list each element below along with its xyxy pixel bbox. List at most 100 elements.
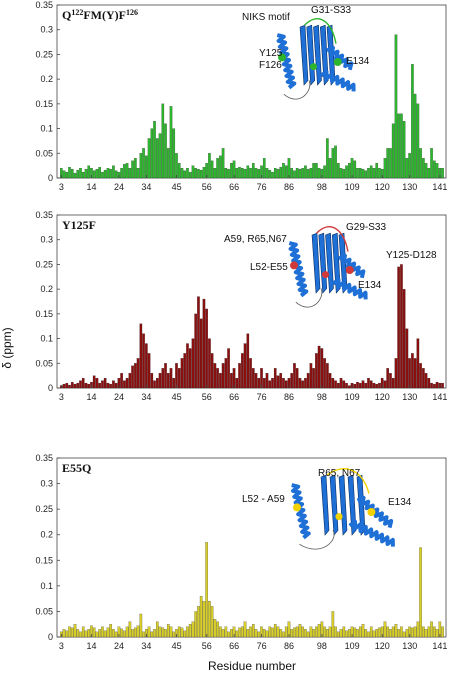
bar [271, 378, 274, 389]
y-tick-label: 0.35 [35, 210, 53, 220]
x-tick-label: 76 [257, 641, 267, 651]
bar [413, 93, 417, 179]
bar [262, 629, 266, 638]
x-axis-label: Residue number [208, 659, 296, 673]
plot-frame [56, 457, 447, 638]
bar [323, 626, 326, 638]
bar [87, 383, 91, 389]
bar [183, 353, 187, 389]
bar [422, 626, 425, 638]
bar [290, 629, 293, 638]
x-tick-label: 86 [284, 641, 294, 651]
bar [106, 382, 110, 389]
bar [356, 629, 359, 638]
y-tick-label: 0.05 [35, 606, 53, 616]
bar [254, 373, 258, 389]
bar [411, 353, 414, 389]
x-tick-label: 24 [114, 641, 124, 651]
bar [284, 380, 288, 389]
bar [386, 148, 389, 179]
bar [416, 103, 420, 179]
highlighted-region [367, 508, 376, 516]
y-tick-label: 0.3 [40, 235, 53, 245]
bar [334, 145, 337, 179]
bar [273, 368, 277, 389]
bar [186, 168, 189, 179]
bar [378, 168, 381, 179]
bar [375, 163, 379, 179]
bar [235, 168, 239, 179]
bar [98, 629, 101, 638]
bar [158, 133, 162, 179]
bar [103, 169, 107, 179]
bar [364, 382, 368, 389]
bar [337, 382, 340, 389]
highlighted-region [290, 261, 298, 270]
bar [320, 348, 324, 389]
bar [254, 168, 258, 179]
bar [227, 169, 230, 179]
bar [68, 167, 71, 179]
y-tick-label: 0.05 [35, 358, 53, 368]
bar [180, 358, 184, 389]
highlighted-region [293, 503, 301, 512]
bar [353, 627, 357, 638]
bar [208, 601, 211, 638]
bar [161, 627, 165, 638]
alpha-helix [319, 69, 356, 92]
bar [81, 626, 85, 638]
bar [290, 168, 293, 179]
y-tick-label: 0.3 [40, 479, 53, 489]
structure-annotation: E134 [358, 280, 382, 291]
bar [369, 165, 373, 179]
bar [372, 630, 376, 638]
bar [224, 168, 228, 179]
bar [348, 163, 351, 179]
x-tick-label: 86 [284, 182, 294, 192]
bar [271, 171, 274, 179]
bar [295, 626, 299, 638]
bar [397, 113, 400, 179]
bar [172, 378, 176, 389]
x-tick-label: 120 [375, 392, 390, 402]
bar [73, 383, 77, 389]
bar [331, 148, 335, 179]
bar [243, 169, 247, 179]
bar [166, 624, 170, 638]
bar [79, 168, 82, 179]
bar [276, 375, 280, 389]
bar [246, 165, 250, 179]
alpha-helix [288, 241, 309, 298]
bar [109, 169, 112, 179]
bar [139, 613, 143, 638]
bar [265, 630, 269, 638]
alpha-helix [326, 45, 354, 71]
bar [84, 630, 88, 638]
bar [397, 629, 400, 638]
bar [394, 34, 398, 179]
bar [252, 163, 255, 179]
bar [139, 153, 143, 179]
bar [405, 629, 409, 638]
structure-annotation: E134 [346, 56, 370, 67]
x-tick-label: 45 [172, 182, 182, 192]
x-tick-label: 3 [59, 641, 64, 651]
bar [427, 626, 431, 638]
bar [400, 113, 403, 179]
bar [400, 264, 403, 389]
bar [378, 382, 381, 389]
bar [391, 378, 395, 389]
bar [101, 171, 104, 179]
loop [295, 288, 323, 308]
bar [161, 103, 165, 179]
bar [419, 547, 422, 638]
bar [306, 169, 310, 179]
bar [123, 630, 126, 638]
bar [391, 123, 395, 179]
bar [172, 631, 176, 638]
y-tick-label: 0.2 [40, 284, 53, 294]
alpha-helix [291, 483, 311, 540]
bar [386, 626, 389, 638]
bar [265, 168, 269, 179]
structure-annotation: NIKS motif [242, 12, 290, 23]
